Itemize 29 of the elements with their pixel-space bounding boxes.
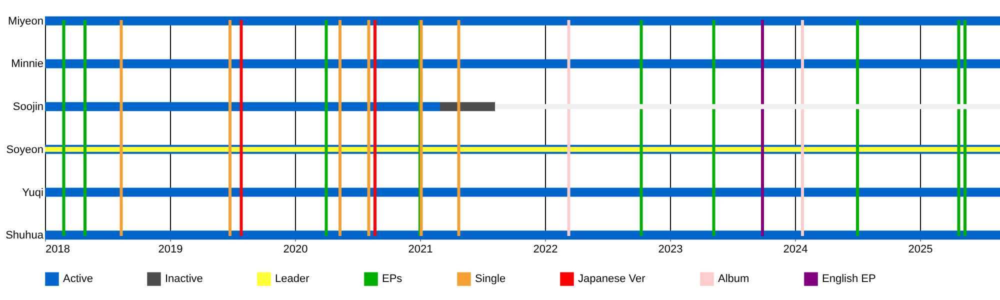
bar	[45, 102, 440, 112]
x-tick-label: 2021	[408, 244, 433, 256]
legend-label: Japanese Ver	[578, 273, 646, 286]
x-tick-label: 2019	[158, 244, 183, 256]
legend-label: Active	[63, 273, 93, 286]
x-tick-label: 2025	[908, 244, 933, 256]
y-tick-label: Miyeon	[8, 15, 44, 28]
bar	[45, 188, 1000, 197]
legend-label: EPs	[382, 273, 403, 286]
legend-label: Inactive	[165, 273, 203, 286]
bar	[45, 59, 1000, 68]
x-tick-label: 2018	[46, 244, 70, 256]
y-tick-label: Yuqi	[22, 186, 44, 199]
y-tick-label: Minnie	[11, 58, 44, 70]
legend-label: Single	[475, 273, 506, 286]
y-tick-label: Soyeon	[6, 144, 44, 156]
legend-label: English EP	[822, 273, 876, 286]
legend-label: Leader	[275, 273, 310, 286]
x-tick-label: 2024	[783, 244, 808, 256]
bar	[440, 102, 495, 112]
bar	[495, 104, 1000, 110]
bar	[45, 16, 1000, 26]
y-tick-label: Soojin	[12, 101, 44, 114]
x-tick-label: 2020	[283, 244, 308, 256]
y-tick-label: Shuhua	[6, 230, 44, 242]
legend-label: Album	[718, 273, 750, 286]
x-tick-label: 2023	[658, 244, 683, 256]
bar	[45, 230, 1000, 240]
x-tick-label: 2022	[533, 244, 558, 256]
